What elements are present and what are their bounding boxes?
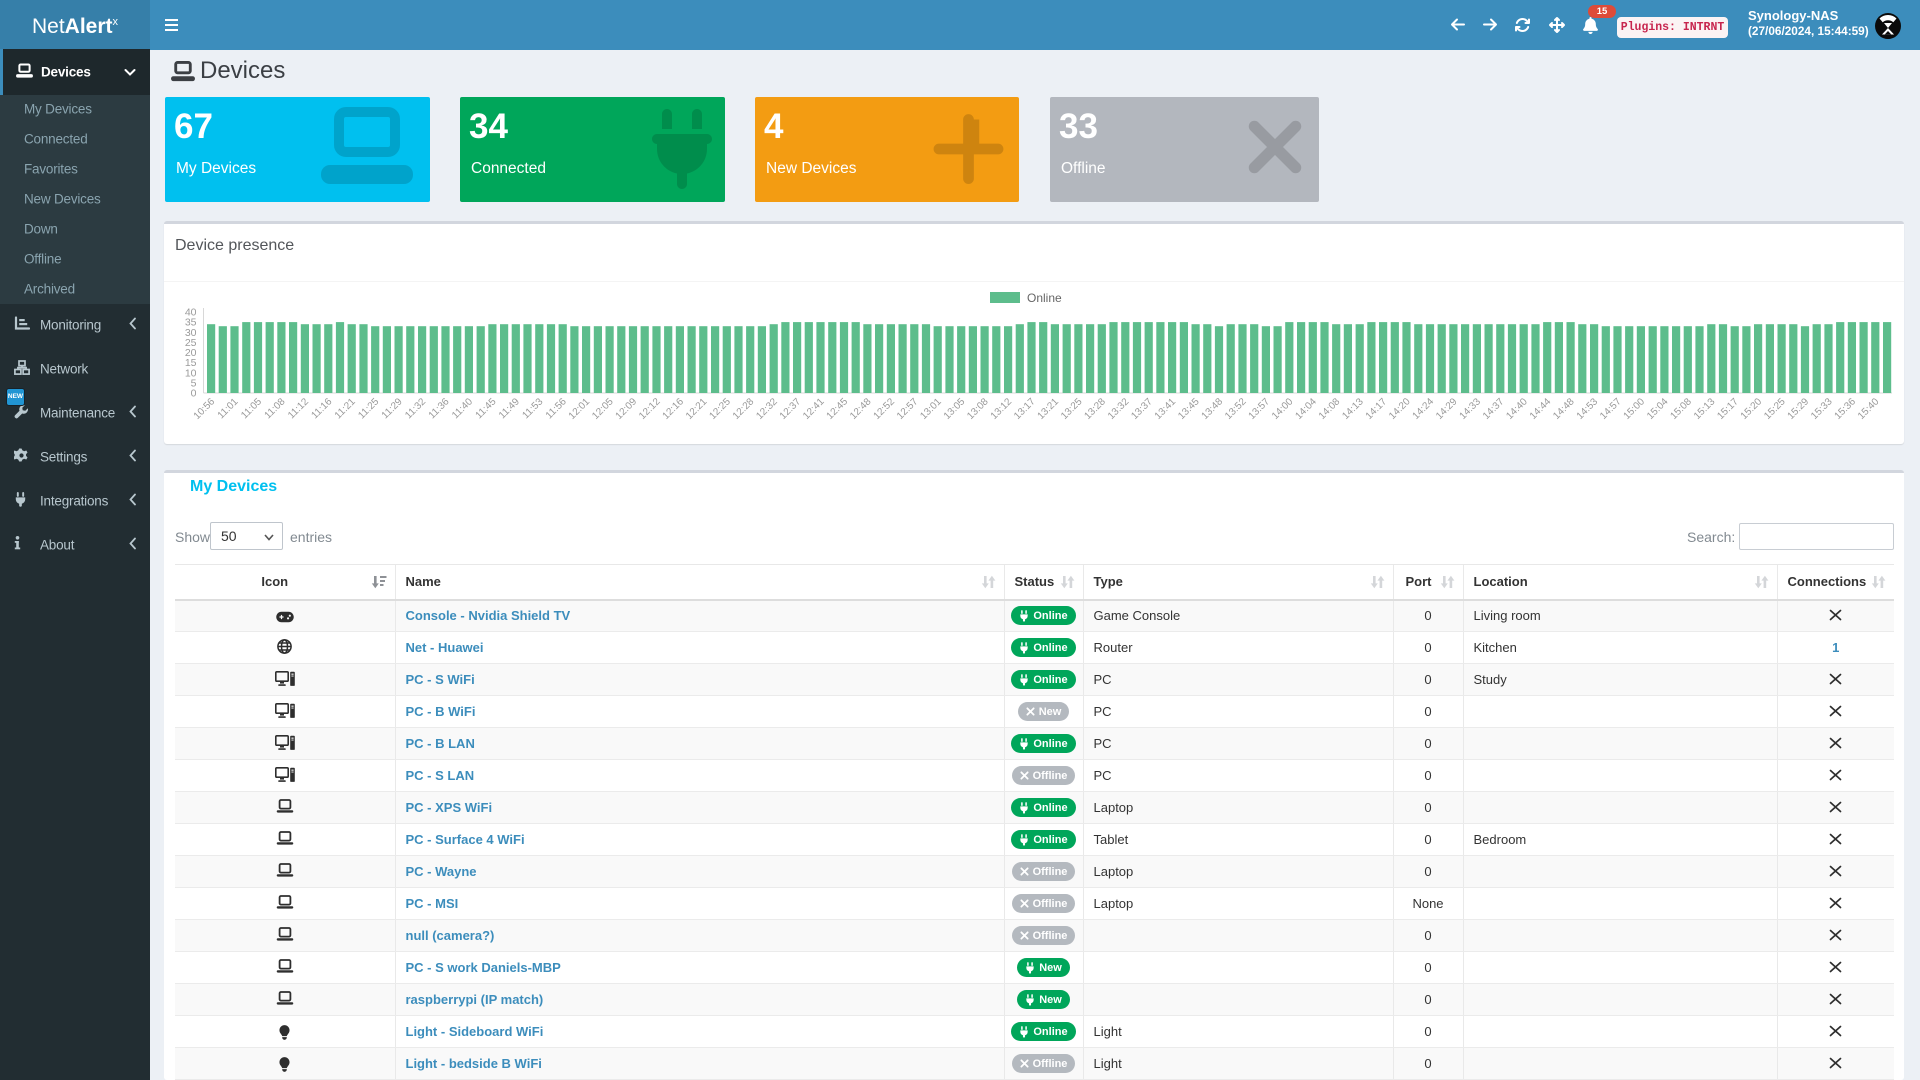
svg-text:15:13: 15:13 (1692, 396, 1718, 422)
svg-text:15:25: 15:25 (1762, 396, 1788, 422)
svg-text:40: 40 (185, 307, 197, 319)
svg-text:12:05: 12:05 (590, 396, 616, 422)
svg-text:14:48: 14:48 (1551, 396, 1577, 422)
svg-text:14:00: 14:00 (1270, 396, 1296, 422)
svg-text:5: 5 (191, 377, 197, 389)
svg-text:14:40: 14:40 (1504, 396, 1530, 422)
svg-text:13:17: 13:17 (1012, 396, 1038, 422)
svg-text:14:17: 14:17 (1364, 396, 1390, 422)
svg-text:13:05: 13:05 (942, 396, 968, 422)
svg-text:12:16: 12:16 (661, 396, 687, 422)
svg-text:20: 20 (185, 347, 197, 359)
svg-text:11:25: 11:25 (356, 396, 381, 421)
svg-text:11:21: 11:21 (333, 396, 358, 421)
svg-text:14:53: 14:53 (1575, 396, 1601, 422)
svg-text:13:01: 13:01 (918, 396, 944, 422)
svg-text:13:41: 13:41 (1153, 396, 1179, 422)
svg-text:30: 30 (185, 327, 197, 339)
svg-text:15:36: 15:36 (1833, 396, 1859, 422)
svg-text:12:28: 12:28 (731, 396, 757, 422)
svg-text:11:29: 11:29 (380, 396, 405, 421)
svg-text:14:13: 14:13 (1340, 396, 1366, 422)
svg-text:13:52: 13:52 (1223, 396, 1249, 422)
svg-text:14:33: 14:33 (1458, 396, 1484, 422)
svg-text:11:53: 11:53 (520, 396, 545, 421)
svg-text:12:52: 12:52 (872, 396, 898, 422)
svg-text:10:56: 10:56 (192, 396, 218, 422)
svg-text:14:04: 14:04 (1293, 396, 1319, 422)
svg-text:11:05: 11:05 (239, 396, 264, 421)
svg-text:11:56: 11:56 (544, 396, 569, 421)
svg-text:14:08: 14:08 (1317, 396, 1343, 422)
svg-text:15:20: 15:20 (1739, 396, 1765, 422)
svg-text:11:32: 11:32 (403, 396, 428, 421)
svg-text:15: 15 (185, 357, 197, 369)
svg-text:15:00: 15:00 (1622, 396, 1648, 422)
svg-text:15:40: 15:40 (1856, 396, 1882, 422)
svg-text:13:12: 13:12 (989, 396, 1015, 422)
svg-text:12:57: 12:57 (895, 396, 921, 422)
svg-text:13:37: 13:37 (1129, 396, 1155, 422)
svg-text:12:25: 12:25 (707, 396, 733, 422)
svg-text:13:57: 13:57 (1247, 396, 1273, 422)
svg-text:15:17: 15:17 (1715, 396, 1741, 422)
svg-text:11:40: 11:40 (450, 396, 475, 421)
svg-text:12:01: 12:01 (567, 396, 593, 422)
svg-text:15:29: 15:29 (1786, 396, 1812, 422)
svg-text:14:29: 14:29 (1434, 396, 1460, 422)
svg-text:13:48: 13:48 (1200, 396, 1226, 422)
svg-text:13:08: 13:08 (965, 396, 991, 422)
svg-text:Online: Online (1027, 291, 1062, 305)
svg-text:12:41: 12:41 (801, 396, 827, 422)
svg-text:12:37: 12:37 (778, 396, 804, 422)
svg-text:14:37: 14:37 (1481, 396, 1507, 422)
svg-text:0: 0 (191, 388, 197, 400)
svg-text:12:48: 12:48 (848, 396, 874, 422)
svg-text:14:24: 14:24 (1411, 396, 1437, 422)
svg-text:13:32: 13:32 (1106, 396, 1132, 422)
svg-text:13:25: 13:25 (1059, 396, 1085, 422)
svg-text:12:32: 12:32 (754, 396, 780, 422)
svg-text:12:09: 12:09 (614, 396, 640, 422)
svg-text:14:20: 14:20 (1387, 396, 1413, 422)
svg-text:13:28: 13:28 (1082, 396, 1108, 422)
svg-text:15:33: 15:33 (1809, 396, 1835, 422)
svg-text:15:04: 15:04 (1645, 396, 1671, 422)
svg-text:11:16: 11:16 (309, 396, 334, 421)
svg-text:11:08: 11:08 (263, 396, 288, 421)
svg-text:14:57: 14:57 (1598, 396, 1624, 422)
svg-text:11:49: 11:49 (497, 396, 522, 421)
svg-text:13:21: 13:21 (1036, 396, 1062, 422)
svg-text:15:08: 15:08 (1668, 396, 1694, 422)
svg-text:11:45: 11:45 (474, 396, 499, 421)
svg-text:12:21: 12:21 (684, 396, 710, 422)
svg-text:12:45: 12:45 (825, 396, 851, 422)
svg-text:12:12: 12:12 (637, 396, 663, 422)
svg-text:11:01: 11:01 (216, 396, 241, 421)
svg-text:10: 10 (185, 367, 197, 379)
svg-text:14:44: 14:44 (1528, 396, 1554, 422)
svg-text:25: 25 (185, 337, 197, 349)
svg-text:11:12: 11:12 (286, 396, 311, 421)
svg-text:11:36: 11:36 (427, 396, 452, 421)
svg-text:35: 35 (185, 317, 197, 329)
svg-text:13:45: 13:45 (1176, 396, 1202, 422)
